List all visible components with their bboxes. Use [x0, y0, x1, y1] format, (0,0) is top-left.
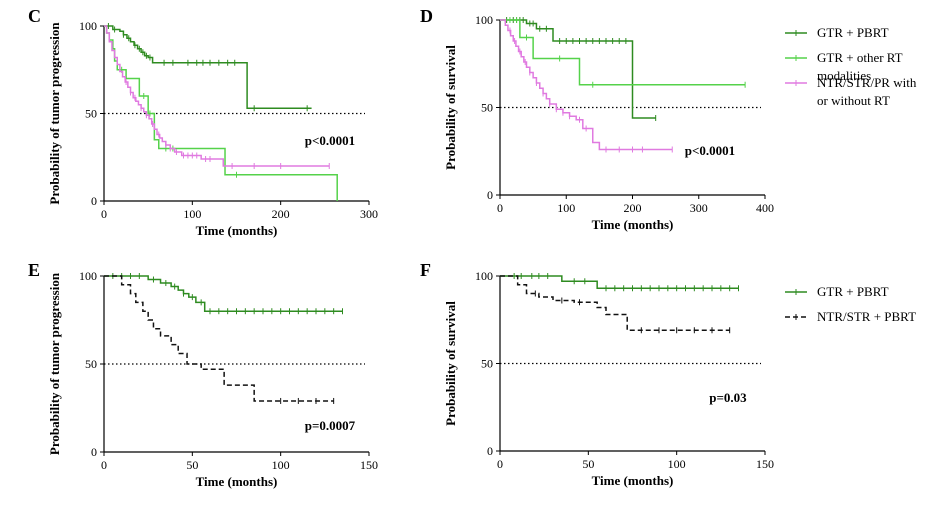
survival-curve — [500, 19, 656, 119]
survival-curve — [500, 275, 730, 331]
legend-label: NTR/STR/PR with — [817, 75, 917, 90]
legend-item: NTR/STR + PBRT — [785, 309, 916, 324]
y-tick-label: 50 — [85, 107, 97, 121]
x-tick-label: 50 — [186, 458, 198, 472]
legend-label: or without RT — [817, 93, 890, 108]
legend-label: modalities — [817, 68, 871, 83]
legend-1: GTR + PBRT NTR/STR + PBRT — [785, 284, 916, 324]
y-tick-label: 100 — [79, 19, 97, 33]
p-value: p=0.03 — [709, 390, 747, 405]
legend-0: GTR + PBRT GTR + other RT modalitiesNTR/ST… — [785, 25, 917, 108]
y-axis-title: Probability of tumor progression — [47, 22, 62, 205]
x-tick-label: 0 — [497, 457, 503, 471]
panel-f: F 0 50 100 150 0 50 100 Time (months) Probability… — [420, 260, 774, 488]
y-tick-label: 100 — [79, 269, 97, 283]
x-tick-label: 0 — [101, 207, 107, 221]
x-axis-title: Time (months) — [196, 223, 278, 238]
x-tick-label: 300 — [360, 207, 378, 221]
x-tick-label: 100 — [272, 458, 290, 472]
x-tick-label: 50 — [582, 457, 594, 471]
survival-curve — [104, 25, 338, 201]
survival-curve — [104, 275, 343, 312]
y-tick-label: 50 — [481, 101, 493, 115]
panel-letter: E — [28, 260, 40, 280]
panel-letter: D — [420, 6, 433, 26]
panel-c: C 0 100 200 300 0 50 100 Time (months) Probabilit… — [28, 6, 378, 238]
series-0 — [104, 23, 312, 112]
x-tick-label: 100 — [557, 201, 575, 215]
x-tick-label: 150 — [360, 458, 378, 472]
p-value: p<0.0001 — [685, 143, 735, 158]
legend-item: GTR + PBRT — [785, 25, 889, 40]
series-0 — [500, 273, 739, 292]
survival-curve — [500, 275, 739, 289]
y-axis-title: Probability of tumor progression — [47, 272, 62, 455]
series-1 — [500, 275, 731, 334]
panel-letter: F — [420, 260, 431, 280]
x-tick-label: 100 — [183, 207, 201, 221]
y-tick-label: 50 — [481, 357, 493, 371]
survival-curve — [104, 25, 312, 109]
y-axis-title: Probability of survival — [443, 301, 458, 426]
panel-letter: C — [28, 6, 41, 26]
y-tick-label: 100 — [475, 13, 493, 27]
series-1 — [500, 17, 746, 88]
legend-item: NTR/STR/PR with or without RT — [785, 75, 917, 108]
x-tick-label: 400 — [756, 201, 774, 215]
legend-item: GTR + PBRT — [785, 284, 889, 299]
legend-label: GTR + PBRT — [817, 284, 889, 299]
p-value: p<0.0001 — [305, 133, 355, 148]
y-tick-label: 0 — [91, 194, 97, 208]
x-tick-label: 300 — [690, 201, 708, 215]
x-axis-title: Time (months) — [196, 474, 278, 489]
legend-label: NTR/STR + PBRT — [817, 309, 916, 324]
x-axis-title: Time (months) — [592, 473, 674, 488]
x-tick-label: 100 — [668, 457, 686, 471]
x-tick-label: 200 — [272, 207, 290, 221]
series-2 — [104, 25, 330, 169]
y-tick-label: 50 — [85, 357, 97, 371]
y-tick-label: 100 — [475, 269, 493, 283]
y-axis-title: Probability of survival — [443, 45, 458, 170]
y-tick-label: 0 — [487, 188, 493, 202]
x-tick-label: 0 — [497, 201, 503, 215]
panel-d: D 0 100 200 300 400 0 50 100 Time (months) Probabi… — [420, 6, 774, 232]
p-value: p=0.0007 — [305, 418, 356, 433]
x-tick-label: 0 — [101, 458, 107, 472]
legend-label: GTR + other RT — [817, 50, 903, 65]
x-axis-title: Time (months) — [592, 217, 674, 232]
y-tick-label: 0 — [487, 444, 493, 458]
x-tick-label: 150 — [756, 457, 774, 471]
legend-item: GTR + other RT modalities — [785, 50, 903, 83]
survival-curve — [500, 19, 746, 86]
series-1 — [104, 275, 335, 404]
x-tick-label: 200 — [624, 201, 642, 215]
series-0 — [500, 17, 657, 121]
series-0 — [104, 273, 343, 315]
y-tick-label: 0 — [91, 445, 97, 459]
series-2 — [500, 19, 673, 153]
survival-curve — [104, 275, 334, 402]
panel-e: E 0 50 100 150 0 50 100 Time (months) Probability… — [28, 260, 378, 489]
legend-label: GTR + PBRT — [817, 25, 889, 40]
